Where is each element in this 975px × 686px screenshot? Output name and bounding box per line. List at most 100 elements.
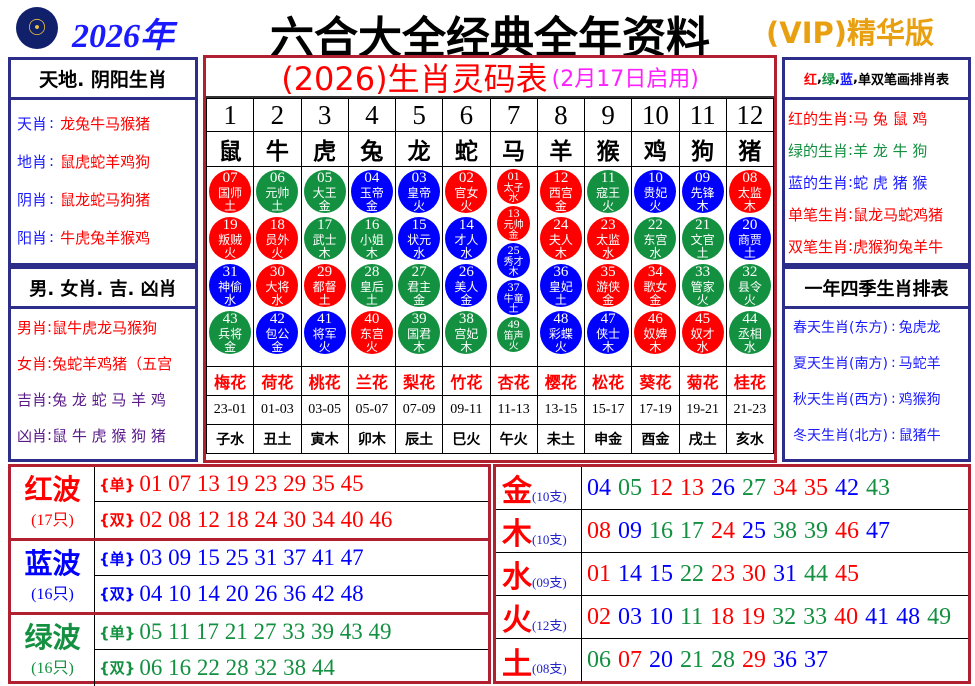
number-ball: 46 奴婢木 [634,311,677,354]
ball-number: 34 [647,264,663,281]
ball-title: 将军 [312,327,337,342]
element-number: 17 [680,517,704,544]
odd-numbers: 01 07 13 19 23 29 35 45 [139,471,364,496]
ball-element: 水 [602,246,615,260]
ball-title: 太监 [596,233,621,248]
item-key: 阳肖 [17,228,48,247]
number-ball: 07 国师土 [209,170,252,213]
element-number: 48 [896,603,921,630]
ball-number: 06 [269,170,285,187]
flower-cell: 兰花 [347,366,397,396]
element-number: 16 [649,517,673,544]
element-number: 01 [587,560,611,587]
ball-title: 元帅 [503,219,524,231]
element-label: 木 (10支) [496,510,582,552]
item-value: 兔 龙 蛇 马 羊 鸡 [52,390,166,409]
item-value: 鼠龙马蛇鸡猪 [853,205,944,224]
ball-title: 国君 [407,327,432,342]
season-label: 夏天生肖 [793,356,849,372]
element-count: (10支) [532,531,567,547]
number-ball: 11 寇王火 [587,170,630,213]
ball-title: 侠士 [596,327,621,342]
panel-title: 天地. 阴阳生肖 [11,60,195,100]
number-cell: 9 [583,98,633,132]
branch-cell: 子水 [205,424,255,454]
ball-number: 21 [695,217,711,234]
number-ball: 40 东宫火 [350,311,393,354]
number-ball: 09 先锋木 [681,170,724,213]
title-blue: 蓝 [839,73,853,88]
season-zodiacs: 兔虎龙 [898,320,941,336]
number-ball: 02 官女火 [445,170,488,213]
ball-element: 土 [318,293,331,307]
item-value: 鼠 牛 虎 猴 狗 猪 [52,426,166,445]
ball-element: 金 [554,199,567,213]
direction-label: (东方) [849,320,888,336]
ball-title: 宫妃 [454,327,479,342]
ball-number: 27 [411,264,427,281]
ball-element: 木 [649,340,662,354]
number-cell: 8 [536,98,586,132]
ball-title: 皇妃 [548,280,573,295]
season-label: 冬天生肖 [793,428,849,444]
list-item: 凶肖: 鼠 牛 虎 猴 狗 猪 [11,417,195,453]
element-number: 43 [866,474,890,501]
ball-title: 国师 [218,186,243,201]
flower-cell: 杏花 [489,366,538,396]
list-item: 冬天生肖 (北方): 鼠猪牛 [785,417,968,453]
branch-cell: 亥水 [725,424,775,454]
ball-column: 09 先锋木 21 文官土 33 管家火 45 奴才水 [678,166,727,367]
odd-label: {单} [99,623,136,642]
ball-element: 土 [508,304,519,315]
time-cell: 05-07 [347,395,397,425]
ball-number: 18 [269,217,285,234]
element-number: 38 [773,517,797,544]
flower-cell: 松花 [583,366,633,396]
list-item: 单笔生肖: 鼠龙马蛇鸡猪 [785,198,968,230]
element-row: 金 (10支) 04 05 12 13 26 27 34 35 42 43 [496,467,968,510]
list-item: 绿的生肖: 羊 龙 牛 狗 [785,134,968,166]
flower-cell: 梨花 [394,366,444,396]
branch-cell: 寅木 [300,424,349,454]
ball-title: 管家 [690,280,715,295]
time-cell: 13-15 [536,395,586,425]
element-number: 11 [680,603,704,630]
zodiac-cell: 牛 [253,131,302,167]
number-ball: 18 员外火 [256,217,299,260]
item-value: 龙兔牛马猴猪 [60,114,151,133]
element-number: 37 [804,647,828,673]
ball-element: 土 [554,293,567,307]
item-value: 虎猴狗兔羊牛 [853,237,944,256]
wave-block: 蓝波 (16只) {单} 03 09 15 25 31 37 41 47 {双} 04 1… [11,541,488,615]
direction-label: (北方) [849,428,888,444]
ball-title: 奴才 [690,327,715,342]
item-key: 男肖 [17,318,48,337]
list-item: 蓝的生肖: 蛇 虎 猪 猴 [785,166,968,198]
ball-title: 丞相 [737,327,762,342]
ball-title: 寇王 [596,186,621,201]
table-title-main: (2026)生肖灵码表 [281,60,548,98]
number-ball: 36 皇妃土 [539,264,582,307]
zodiac-cell: 蛇 [442,131,491,167]
ball-number: 44 [742,311,758,328]
number-ball: 14 才人水 [445,217,488,260]
element-number: 19 [741,603,766,630]
colon: : [848,173,854,191]
ball-element: 水 [271,293,284,307]
branch-cell: 酉金 [631,424,680,454]
ball-element: 土 [743,246,756,260]
ball-element: 金 [508,230,519,241]
ball-column: 05 大王金 17 武士木 29 都督土 41 将军火 [300,166,349,367]
wave-label: 绿波 (16只) [11,615,95,686]
time-cell: 23-01 [205,395,255,425]
ball-title: 彩蝶 [548,327,573,342]
ball-number: 48 [553,311,569,328]
ball-element: 水 [508,193,519,204]
ball-column: 12 西宫金 24 夫人木 36 皇妃土 48 彩蝶火 [536,166,586,367]
element-number: 12 [649,474,673,501]
element-numbers: 04 05 12 13 26 27 34 35 42 43 [582,467,890,509]
ball-title: 状元 [407,233,432,248]
number-ball: 23 太监水 [587,217,630,260]
season-zodiacs: 鼠猪牛 [898,428,941,444]
item-key: 红的生肖 [788,109,849,128]
